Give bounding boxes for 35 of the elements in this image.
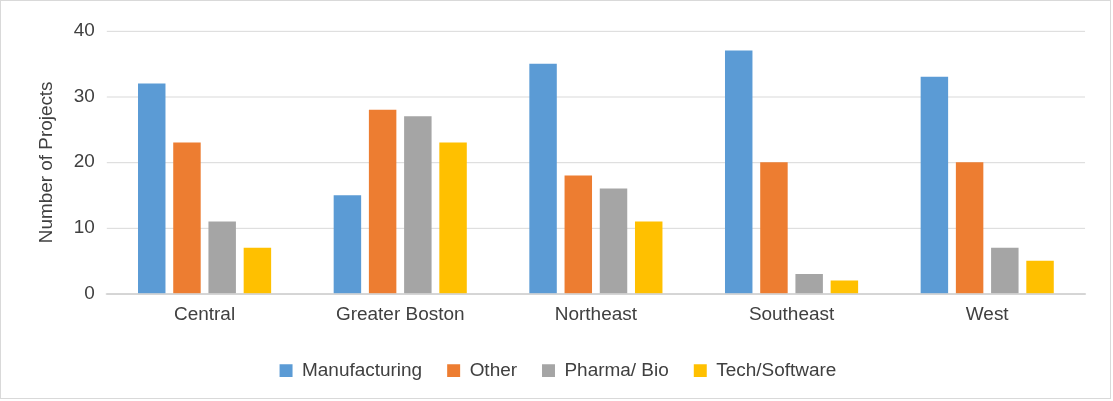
bar xyxy=(724,50,753,294)
y-tick-label: 30 xyxy=(73,84,95,106)
bar xyxy=(138,83,166,294)
legend-label: Other xyxy=(469,358,518,380)
bar xyxy=(991,247,1019,294)
y-tick-label: 40 xyxy=(73,19,95,41)
y-tick-label: 10 xyxy=(73,216,95,238)
bar xyxy=(760,162,788,294)
bar xyxy=(955,162,984,294)
legend-label: Pharma/ Bio xyxy=(564,358,669,380)
legend-label: Manufacturing xyxy=(302,358,423,380)
bar xyxy=(208,221,236,294)
bar xyxy=(529,63,557,294)
bar xyxy=(1026,260,1054,294)
bar xyxy=(830,280,859,294)
bar xyxy=(599,188,628,294)
bar xyxy=(368,109,397,294)
y-axis-title: Number of Projects xyxy=(34,81,56,244)
x-tick-label: Greater Boston xyxy=(335,303,465,325)
x-tick-label: West xyxy=(965,303,1010,325)
x-tick-label: Northeast xyxy=(554,303,638,325)
bar xyxy=(439,142,467,294)
bar xyxy=(634,221,663,294)
bar xyxy=(333,195,362,294)
y-tick-label: 20 xyxy=(73,150,95,172)
x-tick-label: Central xyxy=(174,303,236,325)
bar xyxy=(795,274,823,294)
bar xyxy=(920,76,949,294)
bar xyxy=(404,116,432,294)
y-tick-label: 0 xyxy=(84,281,95,303)
bar xyxy=(564,175,593,294)
bar xyxy=(173,142,201,294)
x-tick-label: Southeast xyxy=(748,303,835,325)
legend-label: Tech/Software xyxy=(716,358,837,380)
bar xyxy=(243,247,272,294)
